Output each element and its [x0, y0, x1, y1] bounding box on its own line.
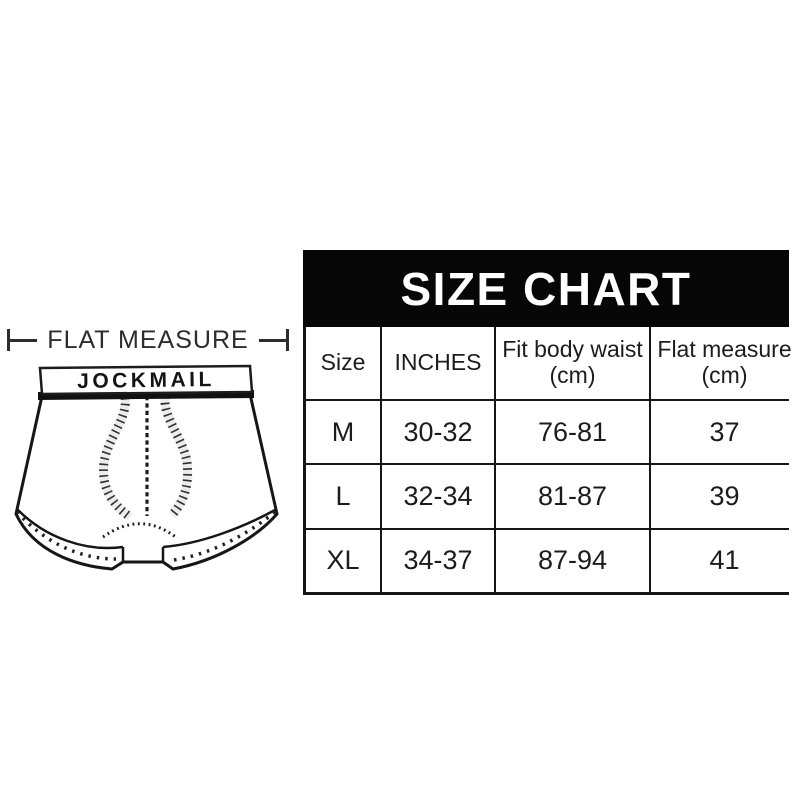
size-chart-grid: Size INCHES Fit body waist (cm) Flat mea… — [303, 327, 798, 595]
column-header-fit-body-waist: Fit body waist (cm) — [496, 327, 649, 399]
cell-size-l: L — [306, 465, 380, 528]
cell-flat-l: 39 — [651, 465, 798, 528]
measure-right-line-icon — [258, 338, 286, 342]
flat-measure-dimension: FLAT MEASURE — [7, 325, 289, 354]
cell-waist-xl: 87-94 — [496, 529, 649, 592]
cell-size-xl: XL — [306, 529, 380, 592]
boxer-brief-drawing-icon: JOCKMAIL — [14, 364, 279, 571]
cell-inches-m: 30-32 — [382, 401, 494, 464]
flat-measure-label: FLAT MEASURE — [47, 325, 249, 354]
column-header-flat-measure: Flat measure (cm) — [651, 327, 798, 399]
cell-waist-l: 81-87 — [496, 465, 649, 528]
column-header-inches: INCHES — [382, 327, 494, 399]
boxer-brief-diagram: JOCKMAIL — [4, 360, 296, 578]
size-chart-table: SIZE CHART Size INCHES Fit body waist (c… — [303, 250, 798, 595]
measure-right-cap-icon — [285, 329, 289, 351]
cell-inches-xl: 34-37 — [382, 529, 494, 592]
cell-inches-l: 32-34 — [382, 465, 494, 528]
cell-size-m: M — [306, 401, 380, 464]
measure-left-cap-icon — [7, 329, 11, 351]
size-chart-title: SIZE CHART — [303, 250, 789, 327]
measure-left-line-icon — [10, 338, 38, 342]
cell-flat-m: 37 — [651, 401, 798, 464]
waistband-brand-label: JOCKMAIL — [77, 368, 215, 393]
column-header-size: Size — [306, 327, 380, 399]
cell-waist-m: 76-81 — [496, 401, 649, 464]
cell-flat-xl: 41 — [651, 529, 798, 592]
